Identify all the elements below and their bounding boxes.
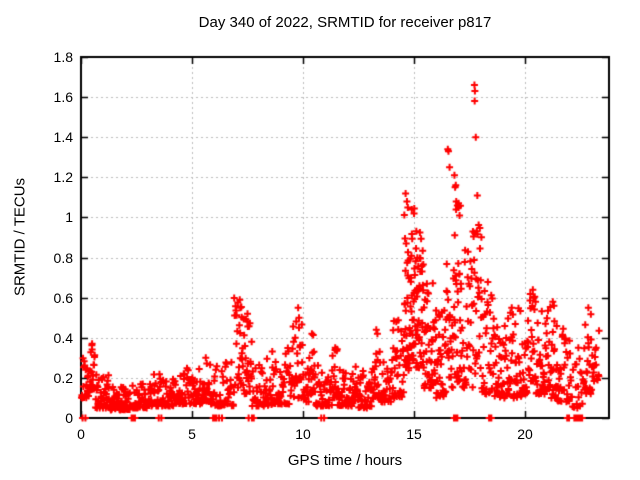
y-tick-label: 1.6 bbox=[53, 89, 73, 106]
x-tick-label: 15 bbox=[406, 426, 422, 442]
y-tick-label: 0.6 bbox=[53, 289, 73, 306]
y-tick-label: 0 bbox=[65, 410, 73, 426]
x-tick-label: 10 bbox=[295, 426, 311, 442]
y-tick-label: 1 bbox=[65, 209, 73, 226]
y-tick-label: 0.2 bbox=[53, 369, 73, 386]
y-tick-label: 0.4 bbox=[53, 329, 73, 346]
y-tick-label: 1.8 bbox=[53, 49, 73, 65]
y-axis-label: SRMTID / TECUs bbox=[11, 177, 29, 297]
y-tick-label: 0.8 bbox=[53, 249, 73, 266]
x-axis-label: GPS time / hours bbox=[287, 452, 403, 469]
x-tick-label: 5 bbox=[188, 426, 196, 442]
x-tick-label: 0 bbox=[77, 426, 85, 442]
chart-title: Day 340 of 2022, SRMTID for receiver p81… bbox=[198, 14, 492, 31]
y-tick-label: 1.2 bbox=[53, 169, 73, 186]
y-tick-label: 1.4 bbox=[53, 129, 73, 146]
x-tick-label: 20 bbox=[517, 426, 533, 442]
